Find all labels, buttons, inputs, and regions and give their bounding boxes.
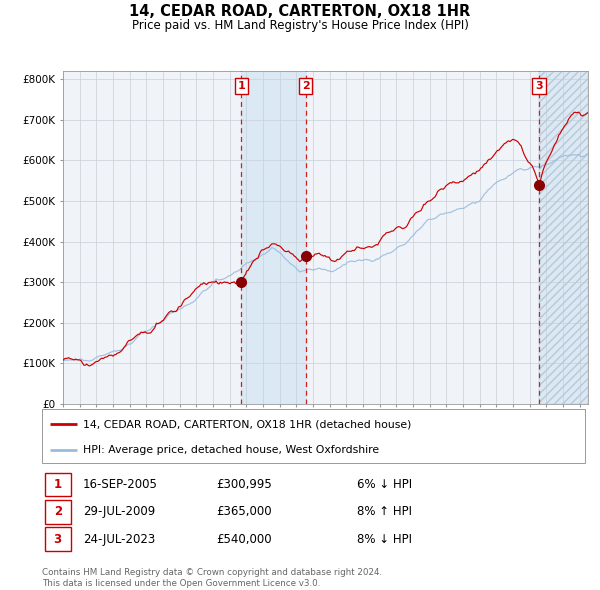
Text: 8% ↓ HPI: 8% ↓ HPI	[357, 533, 412, 546]
Text: 16-SEP-2005: 16-SEP-2005	[83, 478, 158, 491]
FancyBboxPatch shape	[45, 500, 71, 524]
Text: 29-JUL-2009: 29-JUL-2009	[83, 505, 155, 519]
Text: 8% ↑ HPI: 8% ↑ HPI	[357, 505, 412, 519]
Text: This data is licensed under the Open Government Licence v3.0.: This data is licensed under the Open Gov…	[42, 579, 320, 588]
FancyBboxPatch shape	[42, 409, 585, 463]
FancyBboxPatch shape	[45, 527, 71, 551]
Text: 1: 1	[238, 81, 245, 91]
Text: Contains HM Land Registry data © Crown copyright and database right 2024.: Contains HM Land Registry data © Crown c…	[42, 568, 382, 576]
FancyBboxPatch shape	[45, 473, 71, 496]
Text: 3: 3	[53, 533, 62, 546]
Text: HPI: Average price, detached house, West Oxfordshire: HPI: Average price, detached house, West…	[83, 445, 379, 455]
Text: 1: 1	[53, 478, 62, 491]
Bar	[539, 71, 588, 404]
Bar	[539, 71, 588, 404]
Text: Price paid vs. HM Land Registry's House Price Index (HPI): Price paid vs. HM Land Registry's House …	[131, 19, 469, 32]
Text: 14, CEDAR ROAD, CARTERTON, OX18 1HR (detached house): 14, CEDAR ROAD, CARTERTON, OX18 1HR (det…	[83, 419, 411, 429]
Text: 2: 2	[53, 505, 62, 519]
Text: 14, CEDAR ROAD, CARTERTON, OX18 1HR: 14, CEDAR ROAD, CARTERTON, OX18 1HR	[130, 4, 470, 19]
Text: 6% ↓ HPI: 6% ↓ HPI	[357, 478, 412, 491]
Text: 24-JUL-2023: 24-JUL-2023	[83, 533, 155, 546]
Text: £540,000: £540,000	[216, 533, 271, 546]
Text: 2: 2	[302, 81, 310, 91]
Text: £365,000: £365,000	[216, 505, 271, 519]
Text: £300,995: £300,995	[216, 478, 272, 491]
Text: 3: 3	[535, 81, 543, 91]
Bar	[241, 71, 306, 404]
